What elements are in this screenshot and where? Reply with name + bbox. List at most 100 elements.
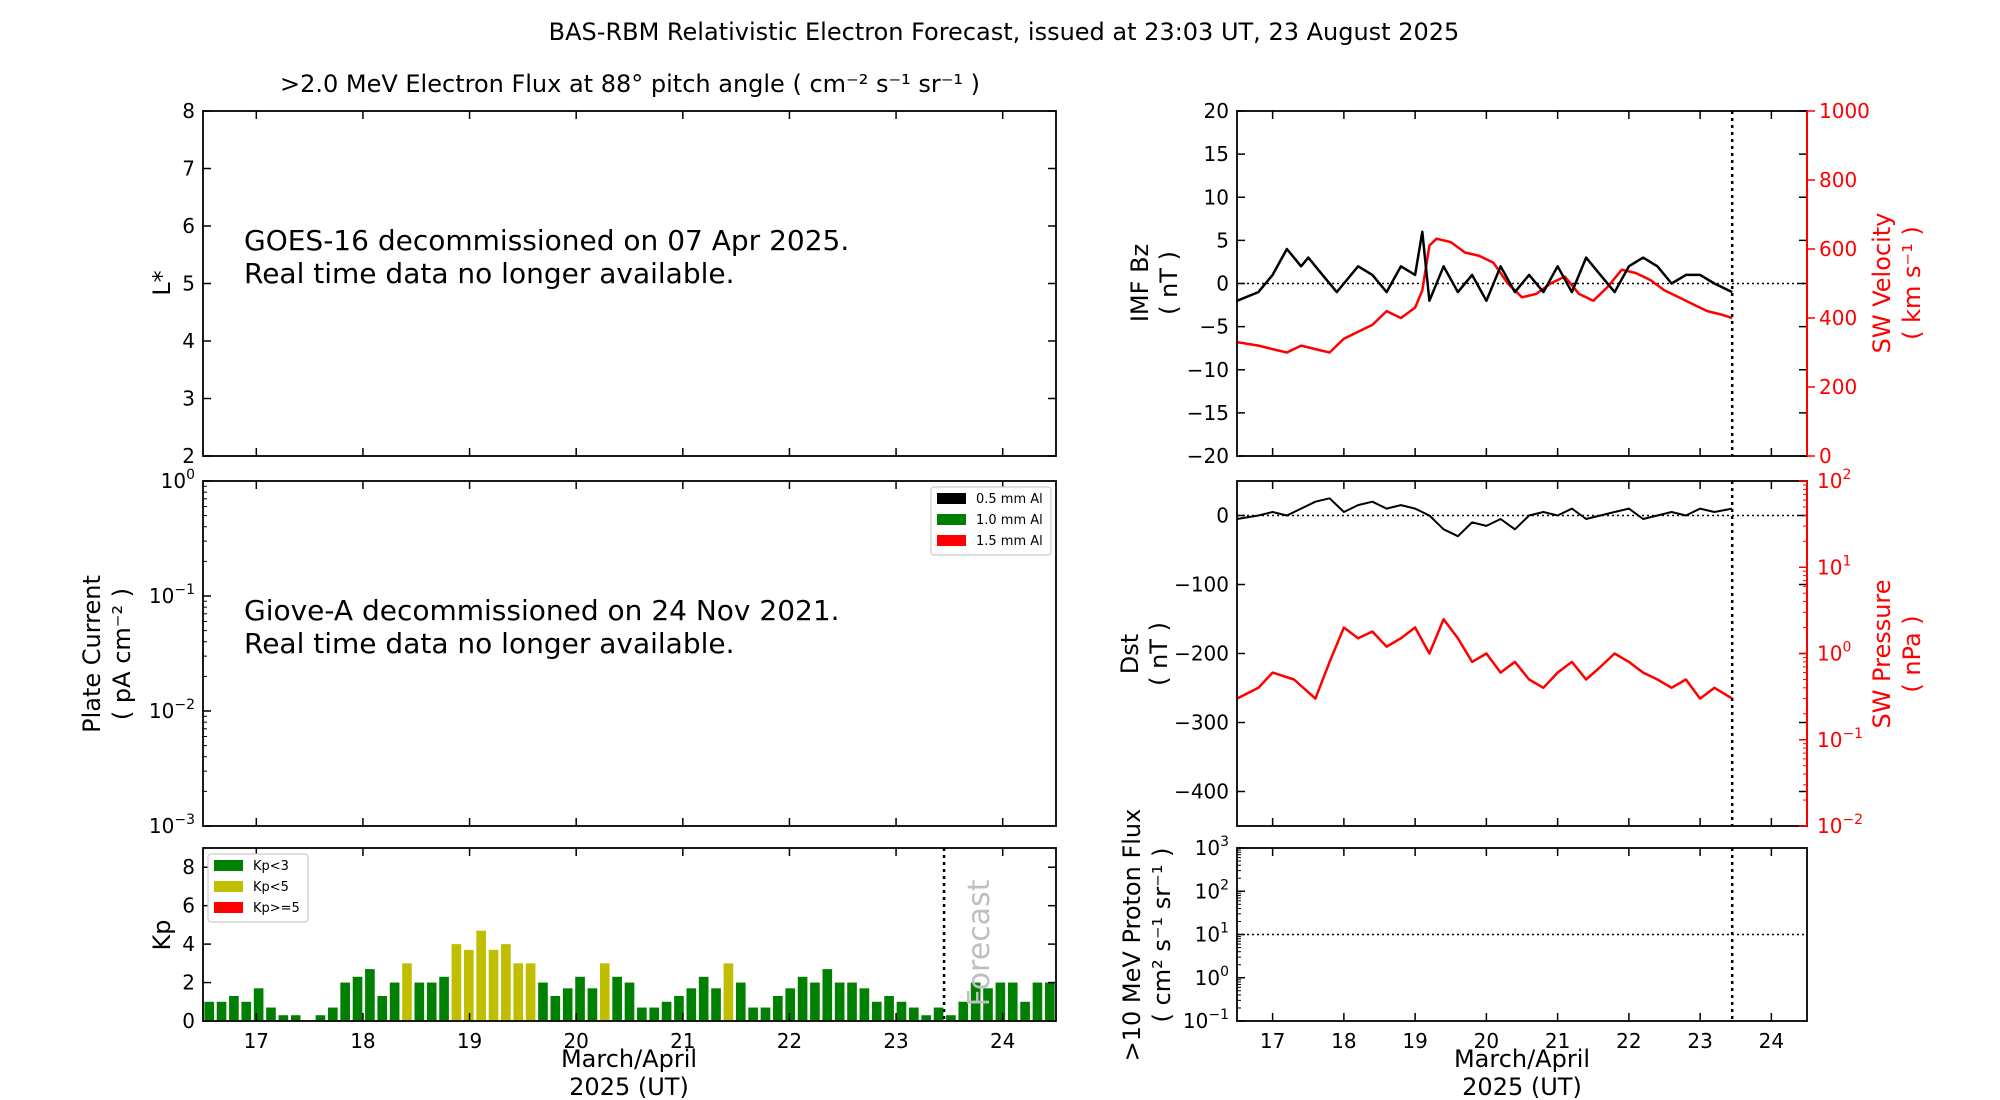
- kp-bar: [674, 996, 684, 1021]
- proton-ytick-label: 101: [1195, 921, 1229, 947]
- plate-legend-label-1: 1.0 mm Al: [976, 513, 1043, 528]
- kp-xtick-label: 23: [883, 1029, 908, 1053]
- kp-bar: [587, 988, 598, 1021]
- imf-y2tick-label: 400: [1819, 306, 1857, 330]
- kp-bar: [735, 982, 746, 1021]
- kp-xtick-label: 18: [350, 1029, 375, 1053]
- plate-ytick-label: 10−2: [149, 697, 195, 723]
- imf-ytick-label: −10: [1187, 358, 1229, 382]
- kp-bar: [884, 996, 894, 1021]
- proton-y-ticks: 10−1 100 101 102 103: [1183, 834, 1245, 1033]
- proton-ytick-label: 103: [1195, 834, 1229, 860]
- plate-legend: 0.5 mm Al 1.0 mm Al 1.5 mm Al: [930, 486, 1052, 556]
- plate-ytick-label: 10−3: [149, 812, 195, 838]
- dst-y2-ytick-label: 10−1: [1817, 726, 1863, 752]
- kp-bar: [711, 988, 721, 1021]
- kp-bar: [389, 982, 400, 1021]
- kp-bar: [896, 1001, 907, 1021]
- kp-axes: [202, 847, 1057, 1022]
- flux-x-ticks: [255, 111, 1004, 456]
- kp-bar: [1007, 982, 1018, 1021]
- kp-bar: [871, 1001, 882, 1021]
- sw-pressure-line: [1236, 617, 1733, 700]
- imf-y2tick-label: 200: [1819, 375, 1857, 399]
- kp-bar: [377, 996, 388, 1021]
- kp-bar: [1020, 1001, 1030, 1021]
- kp-bar: [946, 1015, 956, 1021]
- imf-y2tick-label: 0: [1819, 444, 1832, 468]
- imf-y2tick-label: 800: [1819, 168, 1857, 192]
- plate-message-line1: Giove-A decommissioned on 24 Nov 2021.: [244, 594, 840, 627]
- kp-bar: [822, 969, 833, 1021]
- kp-legend-swatch-1: [214, 881, 243, 892]
- kp-bar: [575, 976, 585, 1021]
- kp-bar: [402, 963, 412, 1021]
- kp-bar: [204, 1001, 215, 1021]
- kp-x-ticks: 17 18 19 20 21 22 23 24: [244, 848, 1015, 1053]
- kp-xlabel-line2: 2025 (UT): [569, 1073, 689, 1100]
- proton-xlabel-line2: 2025 (UT): [1462, 1073, 1582, 1100]
- kp-bar: [513, 963, 524, 1021]
- imf-ytick-label: −15: [1187, 401, 1229, 425]
- imf-ytick-label: −20: [1187, 444, 1229, 468]
- imf-x-ticks: [1271, 111, 1773, 456]
- imf-y2tick-label: 600: [1819, 237, 1857, 261]
- kp-ytick-label: 6: [182, 894, 195, 918]
- kp-bar: [983, 988, 993, 1021]
- kp-bar: [637, 1007, 647, 1021]
- flux-ylabel: L*: [148, 270, 176, 295]
- imf-ytick-label: 15: [1204, 142, 1229, 166]
- proton-ytick-label: 100: [1195, 964, 1229, 990]
- plate-panel: 10−3 10−2 10−1 100 Plate Current ( pA cm⁻² …: [78, 467, 1057, 838]
- kp-bar: [797, 976, 808, 1021]
- kp-bar: [624, 982, 635, 1021]
- kp-ytick-label: 4: [182, 932, 195, 956]
- plate-message-line2: Real time data no longer available.: [244, 627, 735, 660]
- flux-message-line2: Real time data no longer available.: [244, 257, 735, 290]
- kp-xlabel-line1: March/April: [561, 1045, 697, 1073]
- kp-bar: [859, 988, 870, 1021]
- kp-bar: [315, 1015, 326, 1021]
- kp-bar: [760, 1007, 771, 1021]
- flux-title: >2.0 MeV Electron Flux at 88° pitch angl…: [280, 70, 980, 98]
- proton-x-ticks: 17 18 19 20 21 22 23 24: [1260, 848, 1784, 1053]
- kp-legend-swatch-0: [214, 860, 243, 871]
- proton-ylabel-line1: >10 MeV Proton Flux: [1118, 809, 1146, 1062]
- kp-bar: [1044, 982, 1055, 1021]
- kp-bar: [253, 988, 264, 1021]
- dst-y-ticks: −400 −300 −200 −100 0: [1174, 504, 1807, 804]
- imf-y-ticks: −20 −15 −10 −5 0 5 10 15 20: [1187, 99, 1807, 468]
- kp-xtick-label: 21: [670, 1029, 695, 1053]
- plate-y-ticks: 10−3 10−2 10−1 100: [149, 467, 211, 838]
- plate-legend-swatch-2: [937, 535, 966, 546]
- kp-legend-label-2: Kp>=5: [253, 901, 300, 916]
- dst-ytick-label: −200: [1174, 642, 1229, 666]
- flux-ytick-label: 5: [182, 272, 195, 296]
- plate-ylabel-line1: Plate Current: [78, 575, 106, 733]
- plate-legend-swatch-1: [937, 514, 966, 525]
- dst-y2-ytick-label: 100: [1817, 640, 1851, 666]
- plate-ylabel-line2: ( pA cm⁻² ): [108, 588, 136, 720]
- kp-bar: [773, 996, 783, 1021]
- kp-bar: [216, 1001, 227, 1021]
- kp-forecast-label: Forecast: [962, 879, 997, 1006]
- kp-bar: [488, 949, 499, 1021]
- dst-ytick-label: 0: [1216, 504, 1229, 528]
- kp-bar: [1032, 982, 1043, 1021]
- imf-ylabel-line2: ( nT ): [1155, 251, 1183, 315]
- figure-title: BAS-RBM Relativistic Electron Forecast, …: [549, 18, 1460, 46]
- kp-bar: [463, 949, 474, 1021]
- dst-y2-ytick-label: 102: [1817, 467, 1851, 493]
- proton-xtick-label: 21: [1545, 1029, 1570, 1053]
- kp-bar: [612, 976, 622, 1021]
- kp-bar: [352, 976, 363, 1021]
- imf-ytick-label: 10: [1204, 185, 1229, 209]
- proton-xtick-label: 18: [1331, 1029, 1356, 1053]
- kp-bar: [847, 982, 857, 1021]
- flux-ytick-label: 6: [182, 214, 195, 238]
- imf-panel: −20 −15 −10 −5 0 5 10 15 20 0 200 400 600 800 1000 IM…: [1126, 99, 1926, 468]
- proton-panel: 10−1 100 101 102 103 17 18 19 20 21 22 23 24 >10 Me…: [1118, 809, 1808, 1100]
- imf-ytick-label: 0: [1216, 272, 1229, 296]
- imf-ytick-label: 5: [1216, 228, 1229, 252]
